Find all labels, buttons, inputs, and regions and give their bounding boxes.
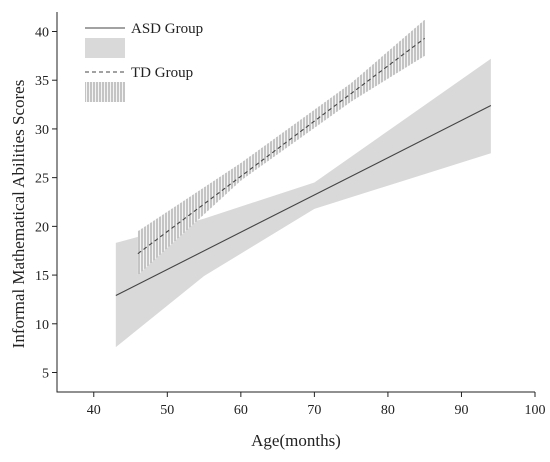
x-tick-label: 100	[525, 403, 546, 418]
confidence-band-2	[137, 19, 425, 276]
x-axis-title: Age(months)	[251, 431, 341, 450]
y-tick-label: 5	[42, 367, 49, 382]
x-tick-label: 60	[234, 403, 248, 418]
legend-band-swatch-2	[85, 82, 125, 102]
legend-label-1: ASD Group	[131, 21, 203, 37]
x-tick-label: 90	[454, 403, 468, 418]
regression-line-2	[137, 37, 426, 255]
x-tick-label: 50	[160, 403, 174, 418]
regression-line-1	[115, 105, 492, 297]
x-tick-label: 40	[87, 403, 101, 418]
legend: ASD Group TD Group	[85, 21, 203, 102]
y-tick-label: 15	[35, 269, 49, 284]
y-axis-title: Informal Mathematical Abilities Scores	[9, 80, 28, 349]
y-tick-label: 25	[35, 172, 49, 187]
confidence-band-1	[115, 58, 491, 348]
y-tick-label: 35	[35, 74, 49, 89]
legend-band-swatch-1	[85, 38, 125, 58]
x-tick-label: 70	[307, 403, 321, 418]
legend-label-2: TD Group	[131, 65, 193, 81]
x-tick-label: 80	[381, 403, 395, 418]
y-tick-label: 10	[35, 318, 49, 333]
y-tick-label: 30	[35, 123, 49, 138]
y-tick-label: 40	[35, 25, 49, 40]
axis-frame	[56, 12, 535, 393]
y-tick-label: 20	[35, 220, 49, 235]
axes: 40 50 60 70 80 90 100 5 10 15 20 25 30 35 40	[35, 12, 546, 418]
